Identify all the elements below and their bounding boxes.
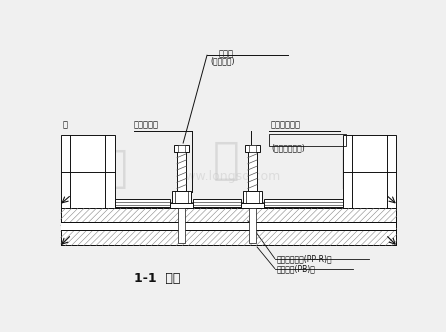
Bar [269,134,347,146]
Bar [245,144,260,152]
Text: 龍: 龍 [213,139,240,182]
Text: www.longso.com: www.longso.com [176,170,281,183]
Bar [61,208,396,245]
Bar [193,199,241,207]
Bar [170,203,193,208]
Bar [243,191,262,203]
Text: 網: 網 [340,147,367,190]
Bar [241,203,264,208]
Bar [61,135,115,208]
Bar [61,222,396,230]
Text: 築: 築 [101,147,128,190]
Text: 1-1  剪面: 1-1 剪面 [134,272,180,285]
Bar [248,208,256,243]
Text: (内不造线): (内不造线) [210,57,235,66]
Bar [172,191,191,203]
Bar [115,199,170,207]
Bar [343,135,396,208]
Bar [264,199,343,207]
Bar [178,144,186,152]
Text: 管形内丝三通: 管形内丝三通 [271,120,301,129]
Bar [178,208,186,243]
Text: (当地市场购入): (当地市场购入) [271,143,305,152]
Text: 墙: 墙 [62,120,67,129]
Text: 无返差酒精管(PP-R)管: 无返差酒精管(PP-R)管 [277,254,332,263]
Text: 管件帽: 管件帽 [219,49,234,58]
Bar [174,144,189,152]
Bar [248,144,256,152]
Bar [248,152,257,191]
Text: 内螺纹接头: 内螺纹接头 [134,120,159,129]
Bar [177,152,186,191]
Text: 娪层枟板(PB)板: 娪层枟板(PB)板 [277,264,315,273]
